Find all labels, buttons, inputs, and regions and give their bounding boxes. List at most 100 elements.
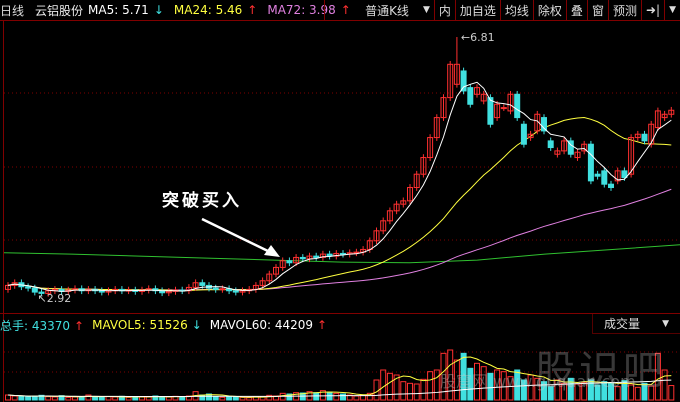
candle-down <box>594 173 601 177</box>
candle-up <box>574 151 581 159</box>
volume-header: 总手: 43370 ↑ MAVOL5: 51526 ↓ MAVOL60: 44209… <box>0 316 335 334</box>
candle-down <box>340 252 346 255</box>
forecast-button[interactable]: 预测 <box>607 0 641 20</box>
candle-down <box>587 143 594 182</box>
candle-up <box>447 63 454 99</box>
volume-bar <box>25 396 32 401</box>
volume-bar <box>587 379 594 401</box>
volume-bar <box>487 372 494 401</box>
arrow-head-icon <box>264 245 280 257</box>
volume-bar <box>226 396 233 401</box>
candle-down <box>31 287 38 293</box>
volume-bar <box>31 395 38 401</box>
volume-bar <box>212 396 219 401</box>
add-watchlist-button[interactable]: 加自选 <box>454 0 500 20</box>
volume-bar <box>18 395 25 401</box>
volume-bar <box>266 394 273 401</box>
candle-up <box>440 97 447 119</box>
volume-bar <box>219 396 226 401</box>
indicator-label: 成交量 <box>604 317 641 331</box>
volume-bar <box>514 369 521 401</box>
candle-down <box>25 286 32 289</box>
ex-rights-button[interactable]: 除权 <box>532 0 566 20</box>
candle-up <box>433 117 440 139</box>
volume-bar <box>420 378 427 401</box>
indicator-select[interactable]: 成交量 ▼ <box>592 314 680 334</box>
watermark-site: 股窟网 www.guquan.com <box>440 372 636 391</box>
toolbar-button-nei[interactable]: 内 <box>433 0 455 20</box>
volume-bar <box>353 395 360 401</box>
volume-bar <box>386 372 393 401</box>
volume-bar <box>534 377 541 401</box>
volume-bar <box>447 349 454 401</box>
candle-up <box>634 133 641 139</box>
candle-up <box>319 253 326 258</box>
volume-bar <box>480 366 487 401</box>
volume-bar <box>561 382 568 401</box>
volume-bar <box>474 362 480 401</box>
candle-down <box>232 290 239 293</box>
candle-up <box>661 113 668 119</box>
arrow-right-bar-icon[interactable]: ➜| <box>640 0 664 20</box>
volume-bar <box>165 396 172 401</box>
volume-bar <box>92 396 99 401</box>
volume-bar <box>581 382 588 401</box>
mavol60-value: MAVOL60: 44209 ↑ <box>210 318 331 332</box>
volume-bar <box>393 374 400 401</box>
moving-average-button[interactable]: 均线 <box>499 0 533 20</box>
candle-up <box>273 266 279 275</box>
candle-up <box>507 93 514 112</box>
volume-bar <box>614 386 621 401</box>
overlay-button[interactable]: 叠 <box>565 0 587 20</box>
candle-up <box>628 137 635 175</box>
candle-up <box>420 157 427 175</box>
volume-bar <box>628 384 635 401</box>
volume-bar <box>668 385 675 401</box>
mavol5-value: MAVOL5: 51526 ↓ <box>92 318 206 332</box>
volume-bar <box>206 393 212 401</box>
stock-name: 云铝股份 <box>35 3 84 18</box>
ma5-line <box>7 81 672 292</box>
window-button[interactable]: 窗 <box>586 0 608 20</box>
volume-bar <box>507 376 514 401</box>
volume-bar <box>11 395 18 401</box>
arrow-up-icon: ↑ <box>340 3 351 17</box>
candle-up <box>534 113 541 132</box>
volume-bar <box>45 396 52 401</box>
candle-up <box>581 143 588 152</box>
candle-down <box>460 70 467 92</box>
candle-up <box>386 210 393 222</box>
volume-bar <box>601 381 608 401</box>
candle-up <box>333 252 340 257</box>
volume-bar <box>373 379 380 401</box>
volume-bar <box>38 394 45 401</box>
volume-bar <box>547 386 554 401</box>
candle-up <box>494 103 501 119</box>
chart-type-select[interactable]: 普通K线 ▼ <box>323 0 434 20</box>
volume-bar <box>333 392 340 401</box>
volume-bar <box>98 396 105 401</box>
candle-down <box>299 256 306 260</box>
volume-bar <box>340 393 346 401</box>
volume-bar <box>567 377 574 401</box>
volume-bar <box>72 396 78 401</box>
volume-bar <box>366 392 373 401</box>
chart-type-label: 普通K线 <box>365 3 409 18</box>
dropdown-icon[interactable]: ▼ <box>664 0 680 20</box>
candle-up <box>165 290 172 294</box>
candle-up <box>353 251 360 254</box>
candle-down <box>199 282 206 286</box>
candle-up <box>393 203 400 212</box>
candle-up <box>554 150 561 155</box>
candle-up <box>259 280 266 286</box>
watermark-logo: 股识吧 <box>535 348 667 394</box>
annotation-arrow <box>201 217 273 255</box>
candle-up <box>427 137 434 159</box>
mavol60-line <box>7 379 672 398</box>
candle-up <box>279 260 286 268</box>
candle-up <box>219 288 226 291</box>
volume-bar <box>85 394 92 401</box>
volume-bar <box>346 394 353 401</box>
volume-bar <box>5 394 11 401</box>
